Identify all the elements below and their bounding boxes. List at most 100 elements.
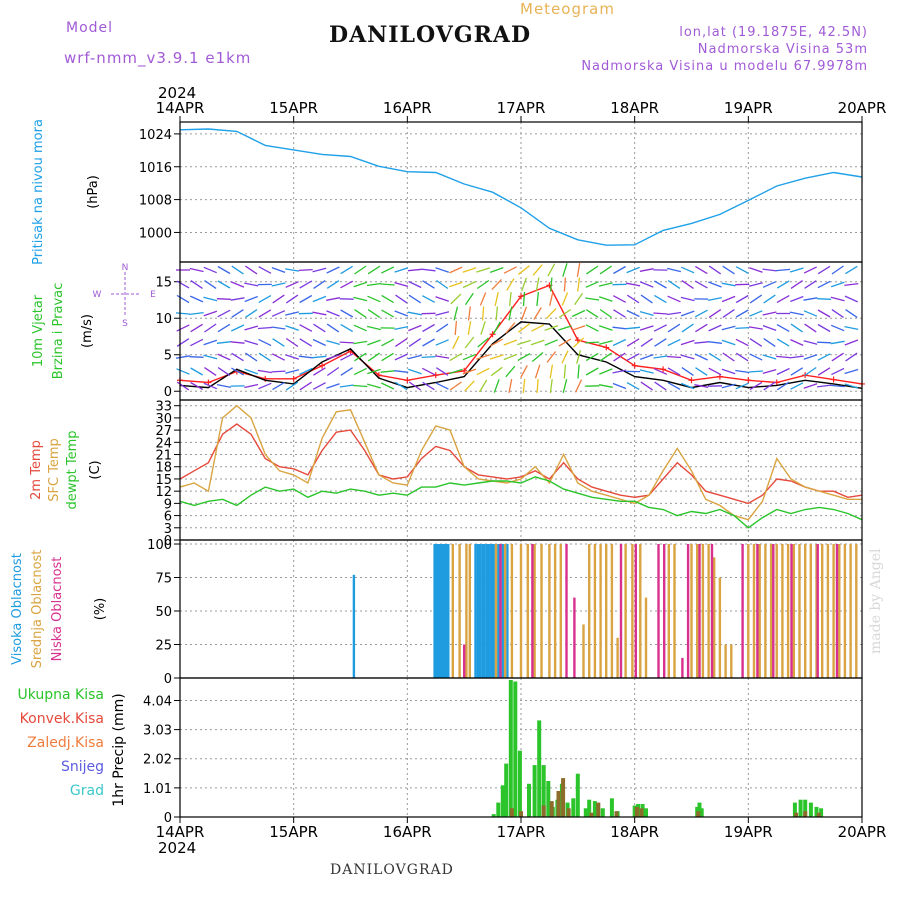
cloud-bar <box>764 544 767 678</box>
cloud-bar <box>634 544 637 678</box>
wind-arrow <box>561 350 569 364</box>
wind-arrow <box>599 265 612 275</box>
wind-arrow <box>735 382 749 390</box>
wind-arrow <box>285 268 300 272</box>
wind-arrow <box>381 338 395 347</box>
x-tick-label: 18APR <box>610 99 659 117</box>
wind-arrow <box>480 321 486 335</box>
wind-arrow <box>680 339 695 346</box>
wind-arrow <box>748 326 763 330</box>
wind-arrow <box>522 378 526 394</box>
model-name: wrf-nmm_v3.9.1 e1km <box>64 49 252 67</box>
temp-unit-label: (C) <box>88 460 103 479</box>
cloud-bar <box>624 544 627 678</box>
wind-arrow <box>313 323 326 333</box>
wind-arrow <box>585 352 599 362</box>
wind-arrow <box>681 323 694 333</box>
wind-arrow <box>258 266 272 274</box>
wind-arrow <box>626 382 640 390</box>
station-title: DANILOVGRAD <box>329 22 532 48</box>
wind-arrow <box>804 366 817 377</box>
precip-bar <box>500 785 505 817</box>
wind-arrow <box>598 340 613 345</box>
wind-arrow <box>639 325 654 331</box>
wind-arrow <box>312 295 327 303</box>
wind-arrow <box>804 323 817 333</box>
wind-arrow <box>231 265 244 275</box>
wind-arrow <box>436 279 449 290</box>
wind-arrow <box>217 309 231 318</box>
wind-arrow <box>654 381 667 391</box>
cloud-bar <box>599 544 602 678</box>
series-line <box>179 321 863 389</box>
precip-bar <box>491 814 496 817</box>
wind-arrow <box>435 267 450 273</box>
precip-bar <box>541 805 546 817</box>
wind-arrow <box>721 325 736 331</box>
wind-arrow <box>217 367 231 376</box>
wind-arrow <box>844 295 858 303</box>
cloud-bar <box>478 544 482 678</box>
wind-arrow <box>533 307 542 320</box>
wind-arrow <box>367 295 381 303</box>
wind-arrow <box>204 367 217 376</box>
x-tick-label: 17APR <box>497 99 546 117</box>
y-tick-label: 0 <box>164 672 172 687</box>
y-tick-label: 33 <box>155 400 172 415</box>
precip-bar <box>541 765 546 817</box>
precip-bar <box>634 806 639 817</box>
wind-arrow <box>626 353 640 361</box>
wind-arrow <box>407 311 422 316</box>
precip-bar <box>549 801 554 817</box>
wind-arrow <box>231 367 245 376</box>
wind-arrow <box>598 296 613 302</box>
wind-arrow <box>640 338 653 347</box>
wind-arrow <box>844 368 859 375</box>
wind-arrow <box>257 369 272 374</box>
wind-arrow <box>216 383 231 389</box>
cloud-bar <box>440 544 443 678</box>
wind-arrow <box>408 338 422 347</box>
wind-arrow <box>285 354 299 360</box>
wind-arrow <box>190 367 204 376</box>
x-year-label: 2024 <box>158 84 196 102</box>
wind-arrow <box>380 370 395 373</box>
wind-arrow <box>776 280 790 289</box>
wind-arrow <box>381 352 394 362</box>
wind-arrow <box>576 350 582 364</box>
y-tick-label: 1008 <box>139 194 172 209</box>
wind-arrow <box>272 381 285 391</box>
wind-arrow <box>626 294 640 304</box>
wind-arrow <box>217 353 231 361</box>
wind-arrow <box>790 323 803 333</box>
wind-arrow <box>407 354 422 360</box>
wind-arrow <box>762 311 777 316</box>
cloud-bar <box>501 544 504 678</box>
temp-axis-label: 2m Temp <box>29 440 44 500</box>
wind-arrow <box>817 265 831 275</box>
pressure-axis-label: Pritisak na nivou mora <box>31 119 46 265</box>
wind-arrow <box>654 294 667 304</box>
wind-arrow <box>271 353 285 361</box>
y-tick-label: 2.02 <box>143 753 172 768</box>
wind-arrow <box>585 367 599 376</box>
cloud-bar <box>710 544 714 678</box>
wind-arrow <box>789 311 804 316</box>
wind-arrow <box>830 340 845 345</box>
wind-arrow <box>817 323 831 333</box>
wind-arrow <box>203 339 218 346</box>
y-tick-label: 50 <box>155 605 172 620</box>
cloud-bar <box>352 574 356 678</box>
compass-s: S <box>122 319 128 329</box>
precip-bar <box>546 781 551 817</box>
wind-arrow <box>204 280 217 289</box>
wind-arrow <box>452 335 460 350</box>
wind-arrow <box>694 341 709 344</box>
cloud-bar <box>445 544 449 678</box>
wind-arrow <box>326 354 340 360</box>
compass-w: W <box>93 290 102 300</box>
wind-arrow <box>599 352 612 362</box>
wind-arrow <box>789 267 804 273</box>
wind-arrow <box>258 352 272 362</box>
wind-arrow <box>367 309 381 318</box>
